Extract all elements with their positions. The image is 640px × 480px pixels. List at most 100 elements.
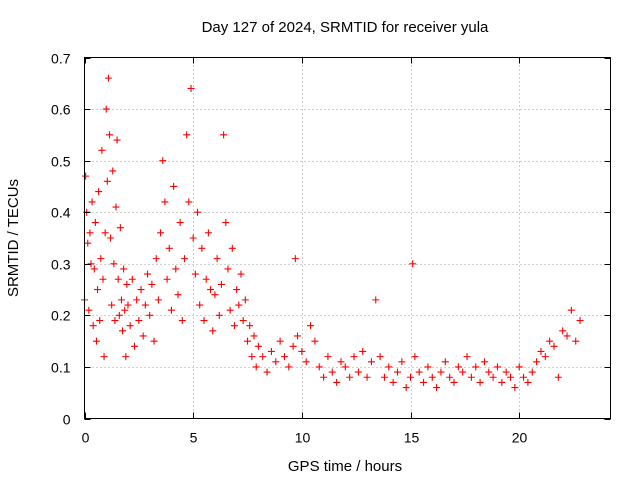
data-point — [385, 363, 393, 371]
data-point — [187, 84, 195, 92]
data-point — [82, 172, 90, 180]
data-point — [346, 373, 354, 381]
data-point — [148, 280, 156, 288]
data-point — [289, 342, 297, 350]
data-point — [88, 198, 96, 206]
data-point — [128, 275, 136, 283]
data-point — [511, 384, 519, 392]
data-point — [576, 317, 584, 325]
data-point — [91, 219, 99, 227]
data-point — [116, 224, 124, 232]
data-point — [515, 363, 523, 371]
data-point — [298, 347, 306, 355]
y-tick-label: 0.7 — [51, 51, 71, 67]
data-point — [217, 280, 225, 288]
data-point — [454, 363, 462, 371]
data-point — [402, 384, 410, 392]
data-point — [95, 188, 103, 196]
data-point — [108, 301, 116, 309]
data-point — [222, 219, 230, 227]
data-point — [363, 373, 371, 381]
data-point — [154, 296, 162, 304]
plot-frame — [84, 57, 611, 419]
data-point — [215, 311, 223, 319]
data-point — [480, 358, 488, 366]
data-point — [420, 378, 428, 386]
data-point — [252, 363, 260, 371]
data-point — [407, 373, 415, 381]
data-point — [502, 368, 510, 376]
y-tick-label: 0.6 — [51, 102, 71, 118]
data-point — [559, 327, 567, 335]
data-point — [294, 332, 302, 340]
data-point — [285, 363, 293, 371]
data-point — [117, 296, 125, 304]
data-point — [174, 291, 182, 299]
data-point — [272, 358, 280, 366]
data-point — [161, 198, 169, 206]
data-point — [572, 337, 580, 345]
data-point — [554, 373, 562, 381]
data-point — [311, 337, 319, 345]
data-point — [123, 280, 131, 288]
data-point — [472, 363, 480, 371]
data-point — [550, 342, 558, 350]
data-point — [126, 322, 134, 330]
data-point — [150, 337, 158, 345]
data-point — [200, 317, 208, 325]
data-point — [524, 378, 532, 386]
data-point — [157, 229, 165, 237]
data-point — [372, 296, 380, 304]
data-point — [99, 275, 107, 283]
data-point — [185, 198, 193, 206]
data-point — [165, 244, 173, 252]
data-point — [209, 327, 217, 335]
data-point — [337, 358, 345, 366]
y-tick-label: 0.5 — [51, 154, 71, 170]
data-point — [101, 229, 109, 237]
data-point — [176, 219, 184, 227]
y-tick-label: 0.2 — [51, 308, 71, 324]
data-point — [104, 74, 112, 82]
y-tick-label: 0.4 — [51, 205, 71, 221]
data-point — [237, 270, 245, 278]
data-point — [415, 368, 423, 376]
data-point — [459, 368, 467, 376]
data-point — [172, 265, 180, 273]
data-point — [191, 270, 199, 278]
data-point — [94, 286, 102, 294]
data-point — [226, 306, 234, 314]
data-point — [110, 260, 118, 268]
data-point — [254, 342, 262, 350]
data-point — [224, 265, 232, 273]
data-point — [411, 353, 419, 361]
x-tick-label: 10 — [295, 430, 311, 446]
data-point — [163, 275, 171, 283]
data-point — [507, 373, 515, 381]
data-point — [97, 255, 105, 263]
data-point — [246, 322, 254, 330]
data-point — [341, 363, 349, 371]
data-point — [259, 353, 267, 361]
data-point — [211, 291, 219, 299]
data-point — [485, 368, 493, 376]
data-point — [476, 378, 484, 386]
data-point — [87, 260, 95, 268]
data-point — [213, 255, 221, 263]
data-point — [276, 337, 284, 345]
data-point — [139, 332, 147, 340]
data-point — [398, 358, 406, 366]
data-point — [498, 378, 506, 386]
data-point — [189, 234, 197, 242]
data-point — [463, 353, 471, 361]
data-point — [102, 105, 110, 113]
data-point — [183, 131, 191, 139]
data-point — [159, 157, 167, 165]
data-point — [263, 368, 271, 376]
data-point — [441, 358, 449, 366]
data-point — [315, 363, 323, 371]
data-point — [409, 260, 417, 268]
data-point — [567, 306, 575, 314]
data-point — [180, 255, 188, 263]
data-point — [107, 234, 115, 242]
